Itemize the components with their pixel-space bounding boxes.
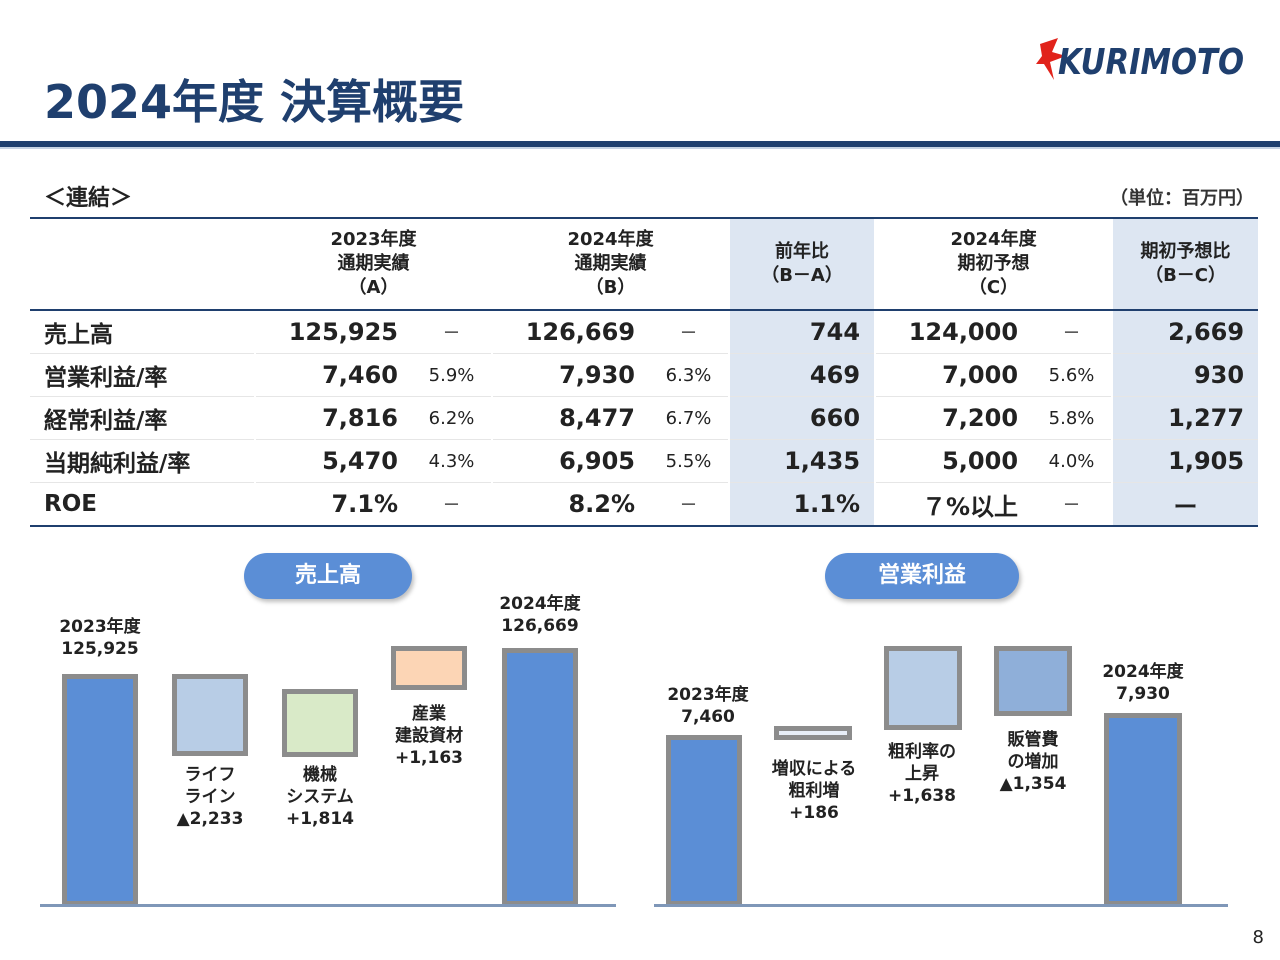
cell-vs-forecast: 2,669 — [1111, 310, 1259, 354]
op-step-sga-label: 販管費 の増加 ▲1,354 — [999, 730, 1067, 794]
op-start-bar — [666, 735, 742, 906]
cell-yoy: 744 — [728, 310, 876, 354]
sales-chart-title: 売上高 — [244, 553, 412, 599]
cell-forecast-c: 5,000 — [874, 439, 1033, 483]
table-header-row: 2023年度 通期実績 （A） 2024年度 通期実績 （B） 前年比 （B－A） 202… — [30, 217, 1259, 311]
page-title: 2024年度 決算概要 — [44, 75, 465, 129]
cell-rate-b: 5.5% — [649, 439, 730, 483]
row-label: 営業利益/率 — [30, 353, 255, 397]
header-col-vs-forecast: 期初予想比 （B－C） — [1111, 217, 1259, 311]
unit-label: （単位：百万円） — [1110, 188, 1254, 209]
cell-yoy: 469 — [728, 353, 876, 397]
cell-vs-forecast: 1,277 — [1111, 396, 1259, 440]
op-start-label: 2023年度 7,460 — [667, 685, 749, 727]
sales-step-lifeline-label: ライフ ライン ▲2,233 — [176, 765, 244, 829]
table-row: 当期純利益/率 5,470 4.3% 6,905 5.5% 1,435 5,000 4.0% 1… — [30, 439, 1259, 483]
cell-rate-a: 6.2% — [412, 396, 493, 440]
header-col-yoy: 前年比 （B－A） — [728, 217, 876, 311]
cell-rate-c: － — [1032, 482, 1113, 527]
sales-step-industrial-bar — [391, 646, 467, 690]
cell-rate-b: － — [649, 482, 730, 527]
page-number: 8 — [1252, 927, 1264, 948]
cell-rate-a: 5.9% — [412, 353, 493, 397]
op-step-volume-label: 増収による 粗利増 +186 — [771, 759, 857, 823]
cell-rate-a: － — [412, 482, 493, 527]
cell-forecast-c: 7,200 — [874, 396, 1033, 440]
header-col-b: 2024年度 通期実績 （B） — [491, 217, 730, 311]
cell-actual-a: 7.1% — [254, 482, 412, 527]
svg-text:KURIMOTO: KURIMOTO — [1058, 42, 1244, 83]
cell-actual-b: 7,930 — [491, 353, 650, 397]
cell-forecast-c: 124,000 — [874, 310, 1033, 354]
cell-rate-c: 4.0% — [1032, 439, 1113, 483]
cell-actual-b: 126,669 — [491, 310, 650, 354]
op-end-label: 2024年度 7,930 — [1102, 662, 1184, 704]
kurimoto-logo: KURIMOTO — [1036, 38, 1244, 83]
sales-step-machinery-label: 機械 システム +1,814 — [285, 765, 355, 829]
row-label: 売上高 — [30, 310, 255, 354]
sales-start-bar — [62, 674, 138, 906]
table-row: 経常利益/率 7,816 6.2% 8,477 6.7% 660 7,200 5.8% 1,27… — [30, 396, 1259, 440]
table-row: ROE 7.1% － 8.2% － 1.1% ７%以上－ー — [30, 482, 1259, 527]
cell-actual-a: 7,460 — [254, 353, 412, 397]
row-label: ROE — [30, 482, 255, 527]
sales-step-lifeline-bar — [172, 674, 248, 756]
op-step-sga-bar — [994, 646, 1072, 716]
table-row: 売上高 125,925 － 126,669 － 744 124,000 － 2,669 — [30, 310, 1259, 354]
cell-actual-b: 8.2% — [491, 482, 650, 527]
cell-yoy: 1.1% — [728, 482, 876, 527]
header-col-a: 2023年度 通期実績 （A） — [253, 217, 493, 311]
sales-chart-baseline — [40, 904, 616, 907]
cell-actual-a: 7,816 — [254, 396, 412, 440]
op-step-margin-bar — [884, 646, 962, 730]
cell-rate-c: 5.8% — [1032, 396, 1113, 440]
table-row: 営業利益/率 7,460 5.9% 7,930 6.3% 469 7,000 5.6% 930 — [30, 353, 1259, 397]
cell-vs-forecast: ー — [1111, 482, 1259, 527]
cell-vs-forecast: 1,905 — [1111, 439, 1259, 483]
cell-rate-b: 6.7% — [649, 396, 730, 440]
cell-rate-a: 4.3% — [412, 439, 493, 483]
op-chart-baseline — [654, 904, 1228, 907]
op-step-volume-bar — [774, 726, 852, 740]
cell-actual-a: 125,925 — [254, 310, 412, 354]
cell-rate-b: 6.3% — [649, 353, 730, 397]
financial-summary-table: 2023年度 通期実績 （A） 2024年度 通期実績 （B） 前年比 （B－A） 202… — [30, 217, 1259, 527]
op-chart-title: 営業利益 — [825, 553, 1019, 599]
row-label: 当期純利益/率 — [30, 439, 255, 483]
header-blank — [30, 217, 255, 311]
sales-end-bar — [502, 648, 578, 906]
cell-forecast-c: ７%以上 — [874, 482, 1033, 527]
cell-yoy: 1,435 — [728, 439, 876, 483]
cell-forecast-c: 7,000 — [874, 353, 1033, 397]
header-col-c: 2024年度 期初予想 （C） — [874, 217, 1113, 311]
op-end-bar — [1104, 713, 1182, 906]
cell-rate-a: － — [412, 310, 493, 354]
row-label: 経常利益/率 — [30, 396, 255, 440]
cell-rate-b: － — [649, 310, 730, 354]
cell-actual-b: 6,905 — [491, 439, 650, 483]
title-divider — [0, 141, 1280, 147]
cell-actual-a: 5,470 — [254, 439, 412, 483]
section-label: ＜連結＞ — [44, 186, 133, 211]
cell-yoy: 660 — [728, 396, 876, 440]
cell-vs-forecast: 930 — [1111, 353, 1259, 397]
sales-start-label: 2023年度 125,925 — [59, 617, 141, 659]
sales-step-machinery-bar — [282, 689, 358, 757]
cell-rate-c: － — [1032, 310, 1113, 354]
cell-rate-c: 5.6% — [1032, 353, 1113, 397]
op-step-margin-label: 粗利率の 上昇 +1,638 — [887, 742, 957, 806]
sales-step-industrial-label: 産業 建設資材 +1,163 — [394, 704, 464, 768]
title-divider-accent — [0, 147, 1280, 149]
sales-end-label: 2024年度 126,669 — [499, 594, 581, 636]
cell-actual-b: 8,477 — [491, 396, 650, 440]
